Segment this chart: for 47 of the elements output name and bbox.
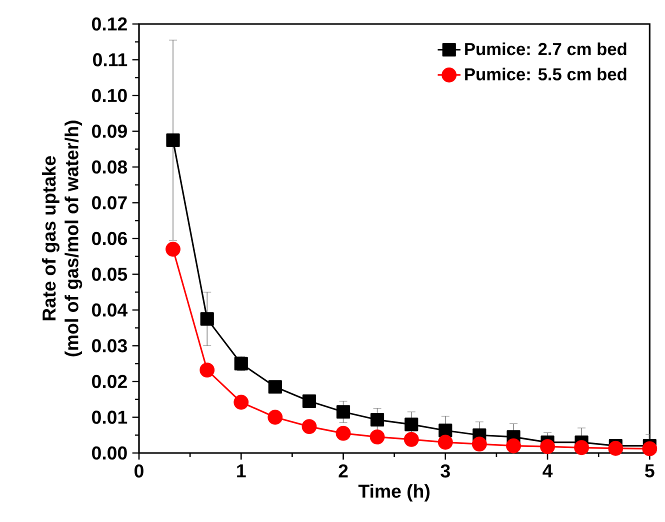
- point: [438, 434, 453, 450]
- point: [166, 133, 180, 147]
- point: [404, 432, 419, 447]
- point: [608, 440, 624, 456]
- point: [370, 429, 385, 444]
- x-tick-label: 5: [645, 464, 654, 478]
- point: [472, 436, 487, 452]
- y-tick-label: 0.00: [92, 446, 127, 460]
- y-tick-label: 0.11: [93, 53, 128, 66]
- y-axis-title: Rate of gas uptake (mol of gas/mol of water/h): [42, 120, 82, 356]
- point: [200, 312, 214, 326]
- point: [642, 441, 658, 456]
- y-tick-label: 0.01: [92, 410, 128, 424]
- y-tick-label: 0.08: [92, 160, 128, 174]
- point: [234, 356, 248, 370]
- x-tick-label: 0: [134, 464, 144, 478]
- y-tick-label: 0.06: [92, 232, 127, 246]
- y-tick-label: 0.04: [92, 303, 128, 317]
- x-tick-label: 4: [542, 464, 553, 478]
- point: [200, 362, 215, 378]
- y-tick-label: 0.05: [92, 268, 128, 281]
- y-tick-label: 0.07: [92, 196, 127, 210]
- point: [404, 418, 418, 432]
- point: [234, 394, 249, 410]
- x-tick-label: 3: [440, 464, 450, 478]
- y-tick-label: 0.02: [92, 374, 127, 388]
- point: [336, 405, 350, 419]
- point: [540, 439, 555, 454]
- point: [370, 412, 384, 427]
- point: [268, 380, 282, 394]
- point: [302, 419, 317, 434]
- y-tick-label: 0.09: [92, 124, 127, 138]
- point: [336, 426, 351, 441]
- y-tick-label: 0.10: [92, 88, 127, 102]
- point: [268, 410, 283, 425]
- x-axis-title: Time (h): [358, 484, 430, 502]
- legend-label: Pumice: 5.5 cm bed: [465, 68, 626, 80]
- y-tick-label: 0.12: [92, 17, 127, 31]
- point: [506, 438, 521, 454]
- x-tick-label: 1: [237, 464, 246, 478]
- x-tick-label: 2: [338, 464, 348, 478]
- legend-label: Pumice: 2.7 cm bed: [465, 42, 626, 56]
- point: [302, 394, 316, 408]
- y-tick-label: 0.03: [92, 339, 127, 352]
- point: [166, 242, 180, 257]
- point: [574, 440, 590, 456]
- point: [438, 424, 452, 438]
